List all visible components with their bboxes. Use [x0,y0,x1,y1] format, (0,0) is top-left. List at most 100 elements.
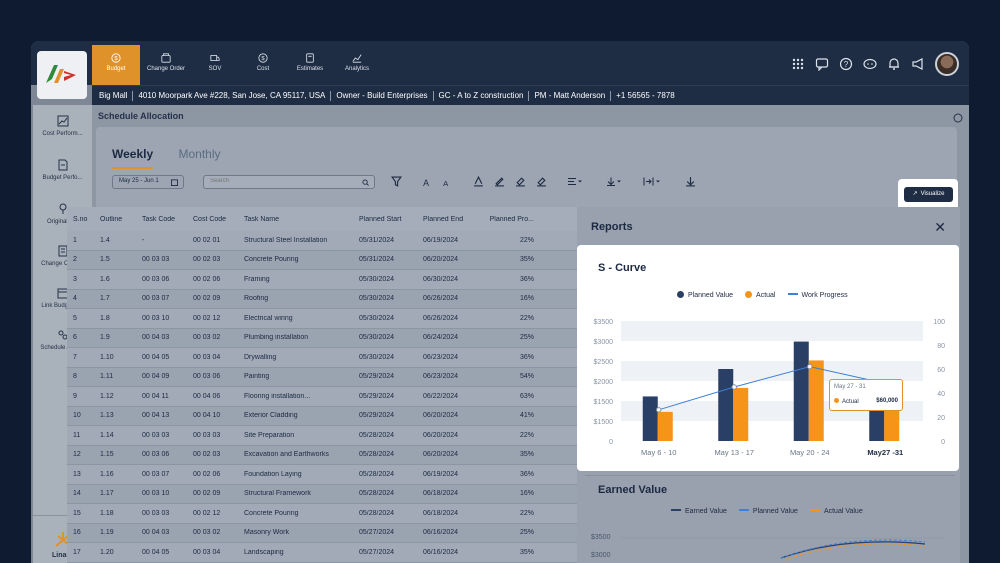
date-range-picker[interactable]: May 25 - Jun 1 [112,175,184,189]
table-row[interactable]: 17 1.20 00 04 05 00 03 04 Landscaping 05/27/2… [67,543,577,563]
nav-cost[interactable]: $ Cost [239,45,287,85]
table-row[interactable]: 8 1.11 00 04 09 00 03 06 Painting 05/29/2024 0… [67,367,577,387]
feedback-icon[interactable] [863,57,877,71]
table-row[interactable]: 13 1.16 00 03 07 00 02 06 Foundation Laying 0… [67,465,577,485]
table-cell: Foundation Laying [244,470,302,478]
table-cell: 00 03 04 [193,548,221,556]
legend-actual-value[interactable]: Actual Value [809,508,863,515]
fill-color-icon[interactable] [515,176,526,187]
search-box[interactable] [203,175,375,189]
schedule-table: S.no Outline Task Code Cost Code Task Name Pl… [67,207,577,563]
column-header[interactable]: Planned Start [359,215,402,223]
megaphone-icon[interactable] [911,57,925,71]
table-row[interactable]: 4 1.7 00 03 07 00 02 09 Roofing 05/30/2024 06/… [67,289,577,309]
table-cell: 35% [519,548,534,556]
download-dropdown-icon[interactable] [606,176,622,187]
toolbar: May 25 - Jun 1 A A [112,175,932,189]
table-cell: 05/29/2024 [359,373,395,381]
table-row[interactable]: 2 1.5 00 03 03 00 02 03 Concrete Pouring 05/3… [67,250,577,270]
chat-icon[interactable] [815,57,829,71]
tooltip-title: May 27 - 31 [834,384,866,390]
table-cell: 00 04 09 [142,373,170,381]
table-cell: 06/24/2024 [423,334,459,342]
table-cell: 7 [73,353,77,361]
column-header[interactable]: Task Name [244,215,280,223]
nav-estimates[interactable]: Estimates [286,45,334,85]
nav-budget[interactable]: $ Budget [92,45,140,85]
nav-sov[interactable]: SOV [191,45,239,85]
table-cell: 05/30/2024 [359,295,395,303]
column-header[interactable]: Task Code [142,215,176,223]
table-cell: 00 04 06 [193,392,221,400]
legend-progress[interactable]: Work Progress [787,292,848,299]
table-cell: 00 03 02 [193,529,221,537]
sidebar-label: Original Bid [46,219,78,225]
column-header[interactable]: Planned End [423,215,464,223]
columns-dropdown-icon[interactable] [643,176,661,187]
table-row[interactable]: 11 1.14 00 03 03 00 03 03 Site Preparation 05… [67,426,577,446]
column-header[interactable]: S.no [73,215,88,223]
y2-tick-label: 100 [933,319,945,326]
info-address: 4010 Moorpark Ave #228, San Jose, CA 951… [133,90,332,101]
table-cell: 00 04 11 [142,392,169,400]
project-info-bar: Big Mall 4010 Moorpark Ave #228, San Jos… [92,85,969,105]
sidebar-item-change-order[interactable]: Change Order... [33,245,92,267]
legend-planned-value-label: Planned Value [752,508,798,515]
sidebar-label: Link Budget S... [41,303,84,309]
comment-icon[interactable] [953,113,963,123]
table-cell: 00 04 03 [142,529,170,537]
font-decrease-icon[interactable]: A [442,176,453,187]
legend-earned[interactable]: Earned Value [671,508,727,515]
table-row[interactable]: 14 1.17 00 03 10 00 02 09 Structural Framewo… [67,484,577,504]
table-row[interactable]: 3 1.6 00 03 06 00 02 06 Framing 05/30/2024 06/… [67,270,577,290]
visualize-button[interactable]: ↗ Visualize [904,187,953,202]
sidebar-item-budget-performance[interactable]: Budget Perfo... [33,159,92,181]
highlight-icon[interactable] [494,176,505,187]
column-header[interactable]: Planned Pro... [489,215,534,223]
font-increase-icon[interactable]: A [422,176,433,187]
help-icon[interactable]: ? [839,57,853,71]
table-cell: 1.13 [100,412,114,420]
border-color-icon[interactable] [536,176,547,187]
column-header[interactable]: Outline [100,215,123,223]
date-range-label: May 25 - Jun 1 [119,178,159,184]
align-dropdown-icon[interactable] [567,176,583,187]
table-cell: 6 [73,334,77,342]
nav-change-order[interactable]: Change Order [141,45,191,85]
tab-monthly[interactable]: Monthly [178,147,221,161]
search-input[interactable] [210,178,350,184]
legend-actual[interactable]: Actual [745,291,776,299]
coin-icon: $ [258,53,268,63]
tab-weekly[interactable]: Weekly [112,147,154,169]
table-row[interactable]: 6 1.9 00 04 03 00 03 02 Plumbing installatio… [67,328,577,348]
avatar[interactable] [935,52,959,76]
table-row[interactable]: 7 1.10 00 04 05 00 03 04 Drywalling 05/30/202… [67,348,577,368]
nav-analytics[interactable]: Analytics [333,45,381,85]
table-row[interactable]: 12 1.15 00 03 06 00 02 03 Excavation and Ear… [67,445,577,465]
column-header[interactable]: Cost Code [193,215,227,223]
close-icon[interactable]: ✕ [934,219,946,235]
bell-icon[interactable] [887,57,901,71]
filter-icon[interactable] [391,176,402,187]
y-tick-label: $3000 [594,339,614,346]
app-logo[interactable] [37,51,87,99]
legend-planned-value[interactable]: Planned Value [738,508,798,515]
table-row[interactable]: 5 1.8 00 03 10 00 02 12 Electrical wiring 05/… [67,309,577,329]
apps-grid-icon[interactable] [791,57,805,71]
info-phone: +1 56565 - 7878 [616,90,675,100]
table-row[interactable]: 16 1.19 00 04 03 00 03 02 Masonry Work 05/27/… [67,523,577,543]
table-row[interactable]: 15 1.18 00 03 03 00 02 12 Concrete Pouring 05… [67,504,577,524]
table-row[interactable]: 10 1.13 00 04 13 00 04 10 Exterior Cladding 0… [67,406,577,426]
text-color-icon[interactable] [473,176,484,187]
sidebar-item-schedule-allocation[interactable]: Schedule Alloc... [33,329,92,351]
search-icon [362,179,369,186]
grid-band [621,361,923,381]
table-row[interactable]: 1 1.4 - 00 02 01 Structural Steel Installati… [67,231,577,251]
legend-planned[interactable]: Planned Value [677,291,733,299]
table-row[interactable]: 9 1.12 00 04 11 00 04 06 Flooring installati… [67,387,577,407]
table-cell: 00 03 03 [193,431,221,439]
table-cell: 12 [73,451,81,459]
sidebar-item-cost-performance[interactable]: Cost Perform... [33,115,92,137]
sidebar-item-original-bid[interactable]: Original Bid [33,203,92,225]
export-icon[interactable] [685,176,696,187]
